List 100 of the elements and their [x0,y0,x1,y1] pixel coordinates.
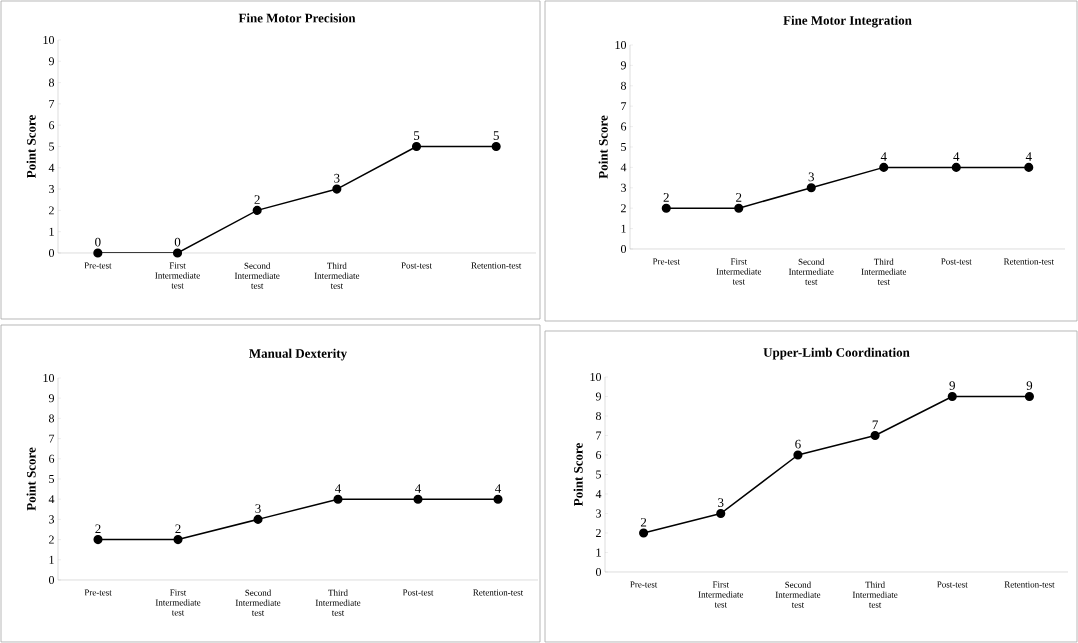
y-tick-label: 1 [596,548,601,557]
y-tick-label: 8 [48,414,55,423]
y-tick-label: 3 [596,509,602,518]
x-tick-label: First Intermediate test [155,589,201,616]
data-label: 0 [174,237,181,247]
point [173,535,183,545]
x-tick-label: Third Intermediate test [861,258,907,285]
y-tick-label: 10 [615,40,627,50]
x-tick-label: Retention-test [471,262,522,269]
x-tick-label: Post-test [937,581,968,588]
x-tick-label: Post-test [941,258,972,265]
y-axis-title: Point Score [573,443,583,506]
x-tick-label: First Intermediate test [698,581,744,608]
point [252,205,262,215]
point [333,494,343,504]
y-tick-label: 4 [595,490,602,498]
point [332,184,342,194]
y-tick-label: 1 [49,555,54,564]
point [491,141,501,152]
point [947,391,957,402]
y-tick-label: 7 [49,99,55,108]
data-label: 3 [808,172,814,182]
y-tick-label: 3 [621,183,627,192]
y-tick-label: 7 [596,431,602,440]
y-tick-label: 10 [43,373,55,383]
data-label: 4 [495,484,502,493]
point [734,203,744,213]
y-tick-label: 4 [48,163,55,172]
y-tick-label: 8 [595,411,602,421]
y-tick-label: 4 [48,495,55,504]
data-label: 4 [415,484,422,493]
data-label: 2 [640,517,647,527]
data-label: 5 [493,131,499,140]
y-tick-label: 10 [43,35,55,45]
point [172,248,183,258]
y-tick-label: 6 [621,122,627,131]
x-tick-label: Pre-test [84,589,112,596]
data-label: 3 [718,498,724,507]
y-tick-label: 1 [621,224,626,233]
y-tick-label: 3 [49,185,55,194]
point [806,183,816,193]
point [1024,391,1034,402]
data-label: 2 [95,524,101,534]
data-label: 4 [335,484,342,493]
y-tick-label: 6 [49,454,55,463]
data-label: 2 [736,193,742,202]
x-tick-label: Second Intermediate test [788,258,834,285]
y-tick-label: 5 [49,475,55,483]
x-tick-label: Second Intermediate test [235,589,281,616]
x-tick-label: Retention-test [473,589,524,596]
x-tick-label: Retention-test [1004,581,1055,588]
data-label: 9 [949,381,955,390]
point [413,494,423,504]
x-tick-label: Post-test [402,589,434,596]
y-tick-label: 5 [621,143,627,151]
x-tick-label: First Intermediate test [155,262,200,289]
point [793,450,803,460]
y-tick-label: 7 [621,102,627,111]
point [639,528,649,538]
y-tick-label: 2 [49,535,54,544]
y-tick-label: 9 [620,61,626,70]
y-axis-title: Point Score [598,115,608,179]
y-tick-label: 9 [48,394,54,403]
point [716,508,726,519]
y-tick-label: 0 [620,244,627,254]
data-label: 2 [254,195,260,204]
y-tick-label: 2 [596,529,601,537]
data-label: 3 [334,173,340,183]
x-tick-label: Post-test [401,262,432,269]
data-label: 2 [663,193,669,202]
x-tick-label: Third Intermediate test [315,589,361,616]
point [661,203,671,213]
point [493,494,503,504]
point [253,514,263,524]
x-tick-label: Pre-test [84,262,112,269]
data-label: 7 [872,420,878,429]
data-label: 6 [795,439,801,449]
y-tick-label: 2 [49,206,54,215]
x-tick-label: Second Intermediate test [775,581,821,608]
x-tick-label: Pre-test [652,258,680,265]
chart-title: Manual Dexterity [249,348,347,361]
y-tick-label: 5 [49,142,55,151]
y-tick-label: 4 [620,163,627,172]
y-axis-title: Point Score [26,115,36,178]
y-tick-label: 8 [48,78,55,87]
x-tick-label: Second Intermediate test [234,262,280,289]
point [1024,162,1034,172]
y-tick-label: 6 [49,121,55,130]
point [879,162,889,172]
x-tick-label: Retention-test [1003,258,1054,265]
y-tick-label: 9 [48,57,54,66]
y-tick-label: 0 [595,567,602,577]
point [411,141,422,152]
y-tick-label: 10 [590,372,602,382]
data-label: 4 [1025,152,1032,161]
y-axis-title: Point Score [26,447,36,511]
y-tick-label: 6 [596,450,602,459]
x-tick-label: Third Intermediate test [852,581,898,608]
data-label: 4 [880,152,887,161]
x-tick-label: Third Intermediate test [314,262,360,289]
